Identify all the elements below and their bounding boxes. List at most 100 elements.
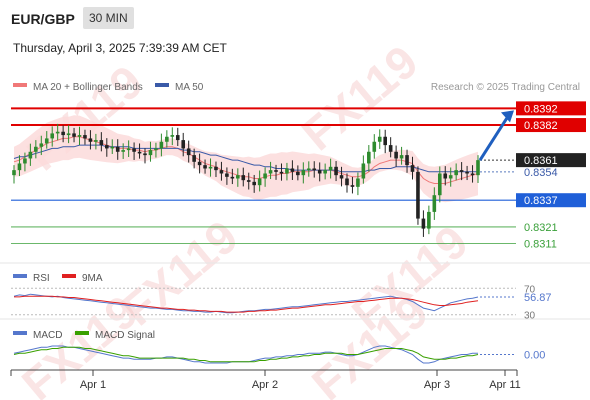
candle-body (12, 170, 16, 176)
watermark-text: FX119 (292, 35, 427, 160)
candle-body (301, 170, 306, 176)
candle-body (110, 146, 115, 149)
candle-body (197, 161, 202, 166)
candle-body (192, 155, 196, 162)
rsi-ma-legend-label: 9MA (82, 273, 103, 284)
candle-body (137, 151, 142, 154)
candle-body (410, 165, 415, 172)
candle-body (66, 133, 71, 136)
datetime-label: Thursday, April 3, 2025 7:39:39 AM CET (13, 41, 227, 55)
candle-body (44, 138, 49, 144)
candle-body (279, 171, 284, 174)
candle-body (377, 136, 382, 142)
candle-body (230, 176, 235, 179)
projection-arrowhead (501, 110, 514, 123)
candle-body (72, 133, 76, 137)
candle-body (454, 170, 458, 176)
macd-last-label: 0.00 (524, 350, 545, 362)
symbol-label: EUR/GBP (11, 11, 75, 27)
candle-body (361, 163, 366, 179)
rsi-legend-label: RSI (33, 273, 50, 284)
legend-label: MA 50 (175, 82, 204, 93)
candle-body (432, 195, 437, 212)
candle-body (219, 170, 224, 174)
candle-body (356, 178, 360, 187)
candle-body (83, 135, 87, 139)
level-badge (516, 118, 586, 133)
level-label: 0.8337 (524, 195, 558, 207)
rsi-ma-line (14, 295, 479, 313)
candle-body (154, 148, 158, 151)
legend-label: MA 20 + Bollinger Bands (33, 82, 143, 93)
candle-body (61, 131, 65, 136)
level-badge (516, 153, 586, 168)
candle-body (55, 131, 60, 134)
candle-body (170, 135, 175, 137)
credit-label: Research © 2025 Trading Central (431, 82, 580, 93)
candle-body (132, 148, 136, 152)
legend-swatch (13, 331, 27, 335)
candle-body (416, 171, 420, 219)
projection-arrow (478, 115, 510, 161)
level-badge (516, 193, 586, 208)
rsi-level-label: 30 (524, 311, 536, 322)
legend-swatch (13, 83, 27, 87)
candle-body (465, 171, 469, 174)
level-label: 0.8392 (524, 103, 558, 115)
candle-body (17, 163, 22, 171)
candle-body (388, 145, 393, 152)
level-label: 0.8354 (524, 167, 558, 179)
candle-body (339, 175, 344, 179)
candle-body (252, 181, 256, 186)
candle-body (241, 175, 246, 181)
chart-header: EUR/GBP 30 MIN (0, 0, 590, 34)
candle-body (77, 135, 82, 137)
candle-body (28, 151, 33, 159)
legend-swatch (75, 331, 89, 335)
candle-body (372, 141, 377, 152)
candle-body (437, 173, 442, 196)
candle-body (323, 170, 327, 174)
candle-body (274, 170, 278, 172)
macd-signal-legend-label: MACD Signal (95, 330, 155, 341)
candle-body (476, 160, 480, 176)
candle-body (105, 145, 109, 149)
candle-body (99, 140, 104, 146)
level-label: 0.8361 (524, 155, 558, 167)
candle-body (175, 135, 180, 141)
bollinger-band (14, 115, 478, 203)
candle-body (126, 148, 131, 151)
macd-legend-label: MACD (33, 330, 62, 341)
candle-body (208, 166, 213, 169)
candle-body (334, 166, 338, 176)
candle-body (225, 173, 229, 177)
timeframe-button[interactable]: 30 MIN (83, 7, 134, 29)
candle-body (470, 173, 475, 176)
level-label: 0.8321 (524, 222, 558, 234)
candle-body (285, 168, 289, 174)
candle-body (214, 166, 218, 171)
candle-body (34, 146, 38, 152)
candle-body (290, 168, 295, 172)
time-axis-label: Apr 2 (252, 379, 278, 391)
candle-body (263, 173, 267, 179)
candle-body (459, 170, 464, 172)
candle-body (367, 151, 371, 164)
candle-body (427, 211, 431, 229)
candle-body (312, 168, 317, 171)
candle-body (350, 185, 355, 187)
candle-body (88, 138, 93, 142)
time-axis-label: Apr 3 (424, 379, 450, 391)
candle-body (257, 178, 262, 186)
candle-body (443, 173, 448, 179)
candle-body (186, 148, 191, 156)
candle-body (246, 180, 251, 182)
candle-body (236, 175, 240, 179)
candle-body (181, 140, 186, 149)
candle-body (121, 150, 125, 152)
candle-body (50, 133, 55, 139)
legend-swatch (13, 274, 27, 278)
rsi-last-label: 56.87 (524, 292, 552, 304)
candle-body (115, 146, 120, 152)
